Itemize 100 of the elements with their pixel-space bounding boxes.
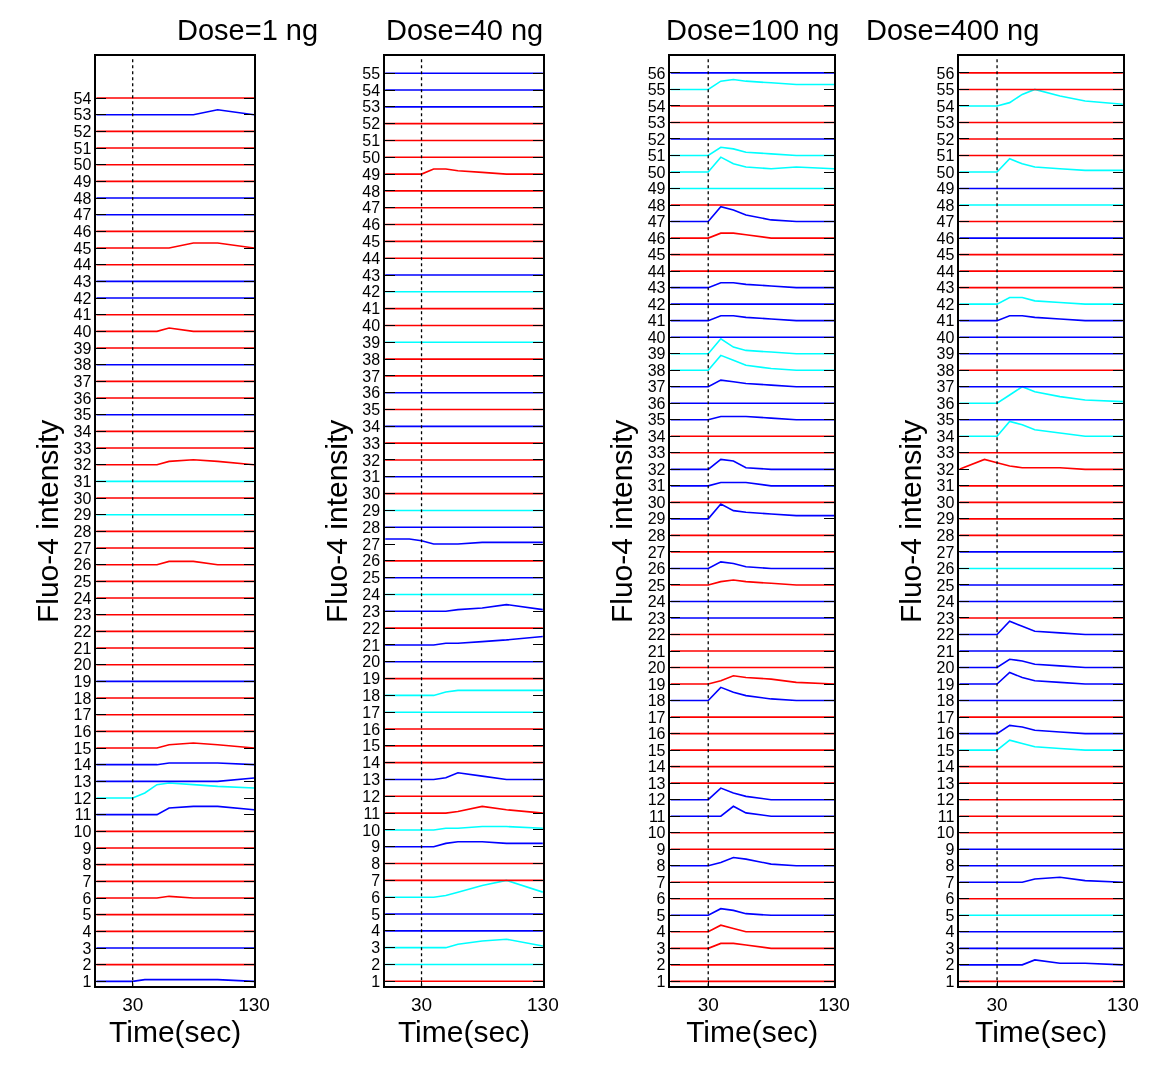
y-tick-label: 28	[362, 518, 381, 536]
line-series	[670, 338, 835, 355]
x-tick-label: 130	[238, 993, 270, 1015]
y-tick-label: 8	[656, 857, 666, 875]
y-tick-label: 43	[647, 279, 666, 297]
y-tick-label: 33	[73, 439, 92, 457]
y-tick-label: 34	[73, 422, 92, 440]
y-tick-label: 21	[936, 642, 955, 660]
y-tick-label: 50	[362, 148, 381, 166]
y-tick-label: 18	[936, 692, 955, 710]
y-tick-label: 42	[647, 295, 666, 313]
y-tick-label: 32	[647, 460, 666, 478]
y-tick-label: 8	[945, 857, 955, 875]
y-tick-label: 51	[647, 147, 666, 165]
y-tick-label: 31	[936, 477, 955, 495]
y-tick-label: 50	[936, 163, 955, 181]
y-tick-label: 55	[362, 64, 381, 82]
y-axis-title: Fluo-4 intensity	[31, 419, 65, 624]
y-tick-label: 23	[936, 609, 955, 627]
x-axis-title: Time(sec)	[397, 1014, 531, 1048]
y-tick-label: 19	[936, 675, 955, 693]
y-tick-label: 14	[73, 756, 92, 774]
y-tick-label: 49	[647, 180, 666, 198]
y-tick-label: 9	[656, 840, 666, 858]
y-tick-label: 9	[945, 840, 955, 858]
y-tick-label: 45	[936, 246, 955, 264]
y-tick-label: 4	[371, 922, 381, 940]
y-tick-label: 30	[647, 493, 666, 511]
y-tick-label: 34	[647, 427, 666, 445]
y-tick-label: 46	[362, 216, 381, 234]
y-tick-label: 34	[936, 427, 955, 445]
y-tick-label: 41	[362, 300, 381, 318]
y-tick-label: 36	[936, 394, 955, 412]
y-tick-label: 6	[371, 888, 381, 906]
y-tick-label: 35	[73, 406, 92, 424]
y-tick-label: 37	[936, 378, 955, 396]
y-tick-label: 25	[362, 569, 381, 587]
y-tick-label: 49	[73, 172, 92, 190]
y-tick-label: 3	[656, 939, 666, 957]
y-tick-label: 15	[73, 739, 92, 757]
line-series	[670, 354, 835, 372]
y-tick-label: 44	[362, 249, 381, 267]
y-tick-label: 20	[936, 659, 955, 677]
y-tick-label: 17	[362, 703, 381, 721]
y-tick-label: 43	[936, 279, 955, 297]
y-tick-label: 13	[73, 772, 92, 790]
y-tick-label: 48	[73, 189, 92, 207]
y-tick-label: 26	[936, 560, 955, 578]
y-tick-label: 22	[647, 626, 666, 644]
y-tick-label: 11	[648, 807, 666, 825]
y-tick-label: 2	[656, 956, 666, 974]
y-tick-label: 26	[647, 560, 666, 578]
y-tick-label: 27	[362, 535, 381, 553]
line-series	[959, 296, 1123, 305]
y-tick-label: 48	[936, 196, 955, 214]
y-tick-label: 21	[647, 642, 666, 660]
y-tick-label: 55	[936, 81, 955, 99]
y-tick-label: 5	[945, 906, 955, 924]
y-tick-label: 4	[656, 923, 666, 941]
y-tick-label: 19	[362, 670, 381, 688]
y-tick-label: 19	[647, 675, 666, 693]
y-tick-label: 3	[371, 939, 381, 957]
y-tick-label: 23	[647, 609, 666, 627]
y-tick-label: 49	[936, 180, 955, 198]
y-tick-label: 11	[74, 806, 92, 824]
y-tick-label: 1	[82, 972, 92, 990]
y-tick-label: 30	[73, 489, 92, 507]
y-tick-label: 36	[362, 384, 381, 402]
y-tick-label: 7	[371, 871, 381, 889]
y-tick-label: 31	[362, 468, 381, 486]
y-tick-label: 15	[362, 737, 381, 755]
y-tick-label: 47	[647, 213, 666, 231]
y-tick-label: 13	[936, 774, 955, 792]
y-tick-label: 26	[73, 556, 92, 574]
y-tick-label: 44	[73, 256, 92, 274]
y-tick-label: 39	[362, 333, 381, 351]
y-tick-label: 1	[656, 972, 666, 990]
y-tick-label: 47	[362, 199, 381, 217]
y-tick-label: 55	[647, 81, 666, 99]
y-tick-label: 42	[73, 289, 92, 307]
y-tick-label: 16	[362, 720, 381, 738]
y-tick-label: 12	[73, 789, 92, 807]
y-tick-label: 54	[647, 97, 666, 115]
line-series	[959, 385, 1123, 405]
y-tick-label: 38	[73, 356, 92, 374]
y-tick-label: 36	[73, 389, 92, 407]
y-tick-label: 30	[936, 493, 955, 511]
y-tick-label: 51	[362, 132, 381, 150]
y-tick-label: 25	[647, 576, 666, 594]
chart-title: Dose=40 ng	[386, 14, 544, 46]
y-tick-label: 53	[936, 114, 955, 132]
y-tick-label: 40	[362, 317, 381, 335]
y-tick-label: 34	[362, 417, 381, 435]
y-tick-label: 30	[362, 485, 381, 503]
y-tick-label: 17	[647, 708, 666, 726]
y-tick-label: 29	[936, 510, 955, 528]
y-tick-label: 46	[647, 229, 666, 247]
line-series	[670, 379, 835, 388]
line-series	[385, 879, 543, 898]
y-tick-label: 19	[73, 672, 92, 690]
